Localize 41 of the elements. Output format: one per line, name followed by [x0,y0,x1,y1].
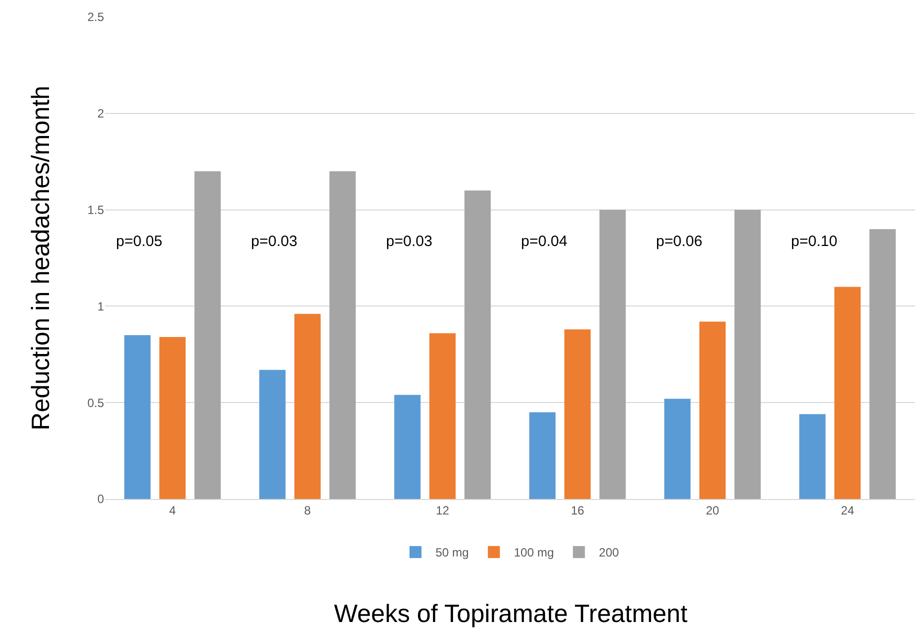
bar [464,190,491,499]
annotation: p=0.10 [791,233,838,250]
annotation: p=0.03 [386,233,432,250]
annotation: p=0.06 [656,233,702,250]
bar [834,286,861,499]
x-tick-label: 20 [706,503,720,518]
y-tick-label: 2.5 [87,10,104,24]
y-tick-label: 1.5 [87,203,104,217]
y-axis-title: Reduction in headaches/month [27,86,56,430]
annotation: p=0.04 [521,233,568,250]
bar [564,329,591,499]
bar [329,171,356,499]
legend-label: 50 mg [436,546,469,560]
bar [294,314,321,499]
legend-label: 100 mg [514,546,554,560]
bar [429,333,456,499]
x-tick-label: 8 [304,503,312,518]
bar [259,370,286,499]
y-tick-label: 1 [97,299,104,314]
bar [869,229,896,499]
bar [599,210,626,499]
bar [529,412,556,499]
bar [124,335,151,499]
x-tick-label: 16 [570,503,584,518]
bar [699,322,726,499]
annotation: p=0.05 [116,233,162,250]
bar [799,414,826,499]
bar [159,337,186,499]
x-axis-title: Weeks of Topiramate Treatment [334,600,688,628]
legend-label: 200 [598,546,620,560]
annotation: p=0.03 [251,233,298,250]
y-tick-label: 0.5 [87,396,104,410]
bar [194,171,221,499]
bar [734,210,761,499]
y-tick-label: 2 [97,106,104,121]
x-tick-label: 12 [436,503,450,518]
bar [664,398,691,499]
x-tick-label: 24 [840,503,854,518]
y-tick-label: 0 [97,492,104,506]
x-tick-label: 4 [169,503,176,518]
bar [394,394,421,499]
